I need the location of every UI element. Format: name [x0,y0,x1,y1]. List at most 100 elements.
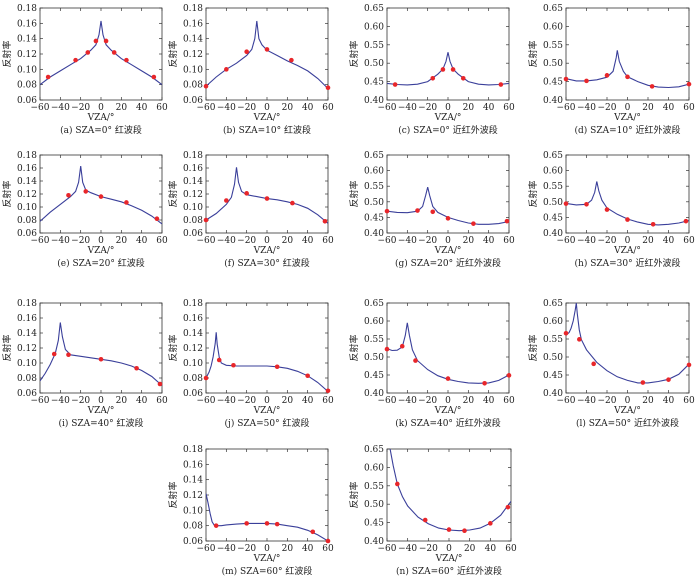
x-tick-label: −40 [577,236,596,246]
x-tick-label: 60 [322,396,334,406]
observation-point [154,216,160,221]
y-tick-label: 0.06 [183,537,203,547]
x-tick-label: 40 [663,236,675,246]
observation-point [584,201,589,207]
chart-panel: −60 −40 −20 0 20 40 60 0.06 0.08 0.10 0.12 0.14 0.16… [167,445,334,577]
y-tick-label: 0.55 [543,335,563,345]
x-tick-label: 20 [116,236,128,246]
x-tick-label: 60 [503,396,515,406]
observation-point [445,376,451,381]
plot-frame [39,154,163,234]
x-tick-label: −60 [557,103,576,113]
y-tick-label: 0.40 [543,96,563,106]
observation-point [666,377,671,382]
x-tick-label: 0 [264,544,270,554]
x-tick-label: 40 [485,544,497,554]
y-axis-label: 反射率 [167,334,179,361]
y-tick-label: 0.06 [17,389,37,399]
y-tick-label: 0.14 [183,35,203,45]
observation-point [498,82,504,87]
x-tick-label: 20 [282,236,294,246]
panel-caption: (k) SZA=40° 近红外波段 [395,417,501,429]
observation-point [244,49,249,54]
x-tick-label: 20 [642,236,654,246]
x-tick-label: 60 [505,544,517,554]
y-tick-label: 0.12 [17,50,37,60]
observation-point [395,481,400,487]
y-tick-label: 0.65 [543,299,563,309]
model-curve [206,167,328,224]
model-curve [387,52,509,86]
observation-point [625,217,630,222]
x-tick-label: 40 [663,103,675,113]
y-axis-label: 反射率 [1,40,13,67]
x-tick-label: 0 [98,396,104,406]
y-tick-label: 0.08 [183,374,203,384]
x-tick-label: 60 [322,103,334,113]
observation-point [305,373,310,379]
observation-point [289,57,294,63]
observation-point [384,346,390,352]
x-tick-label: −20 [237,544,256,554]
observation-point [506,373,512,378]
x-tick-label: −20 [598,236,617,246]
observation-point [124,200,129,205]
x-tick-label: 60 [683,396,695,406]
y-tick-label: 0.12 [183,50,203,60]
panel-caption: (m) SZA=60° 红波段 [222,565,313,577]
y-axis-label: 反射率 [1,180,13,207]
observation-point [604,73,610,78]
y-tick-label: 0.08 [17,374,37,384]
observation-point [244,191,249,196]
observation-point [445,216,451,221]
observation-point [488,521,493,526]
x-tick-label: −60 [31,396,50,406]
observation-point [274,364,280,370]
y-axis-label: 反射率 [527,180,539,207]
model-curve [387,322,509,384]
x-tick-label: 40 [663,396,675,406]
x-tick-label: −20 [71,103,90,113]
observation-point [413,358,418,363]
y-tick-label: 0.40 [364,229,384,239]
y-tick-label: 0.45 [543,213,563,223]
y-tick-label: 0.18 [17,151,37,161]
y-tick-label: 0.60 [364,463,384,473]
x-tick-label: 0 [264,103,270,113]
x-tick-label: −60 [197,544,216,554]
chart-panel: −60 −40 −20 0 20 40 60 0.40 0.45 0.50 0.55 0.60 0.65… [348,151,515,269]
y-axis-label: 反射率 [167,481,179,508]
observation-point [430,209,436,215]
x-tick-label: −20 [598,396,617,406]
observation-point [505,504,511,510]
x-axis-label: VZA/° [253,246,281,256]
y-tick-label: 0.16 [17,314,37,324]
x-axis-label: VZA/° [87,113,115,123]
y-tick-label: 0.55 [364,482,384,492]
plot-frame [205,154,329,234]
plot-frame [205,302,329,394]
y-tick-label: 0.50 [543,59,563,69]
x-tick-label: −20 [71,396,90,406]
panel-caption: (g) SZA=20° 近红外波段 [395,257,501,269]
observation-point [415,208,420,213]
observation-point [392,82,398,87]
x-tick-label: 40 [136,396,148,406]
observation-point [224,67,229,72]
y-tick-label: 0.16 [183,164,203,174]
x-tick-label: 60 [683,103,695,113]
x-tick-label: 40 [302,236,314,246]
x-tick-label: 0 [264,236,270,246]
y-tick-label: 0.18 [17,299,37,309]
x-tick-label: −40 [217,544,236,554]
observation-point [650,221,656,227]
observation-point [686,362,692,368]
x-tick-label: 60 [503,103,515,113]
y-tick-label: 0.10 [183,203,203,213]
observation-point [482,380,487,386]
x-tick-label: 20 [463,103,475,113]
x-tick-label: −40 [51,103,70,113]
y-tick-label: 0.14 [17,35,37,45]
panel-caption: (b) SZA=10° 红波段 [223,124,311,136]
